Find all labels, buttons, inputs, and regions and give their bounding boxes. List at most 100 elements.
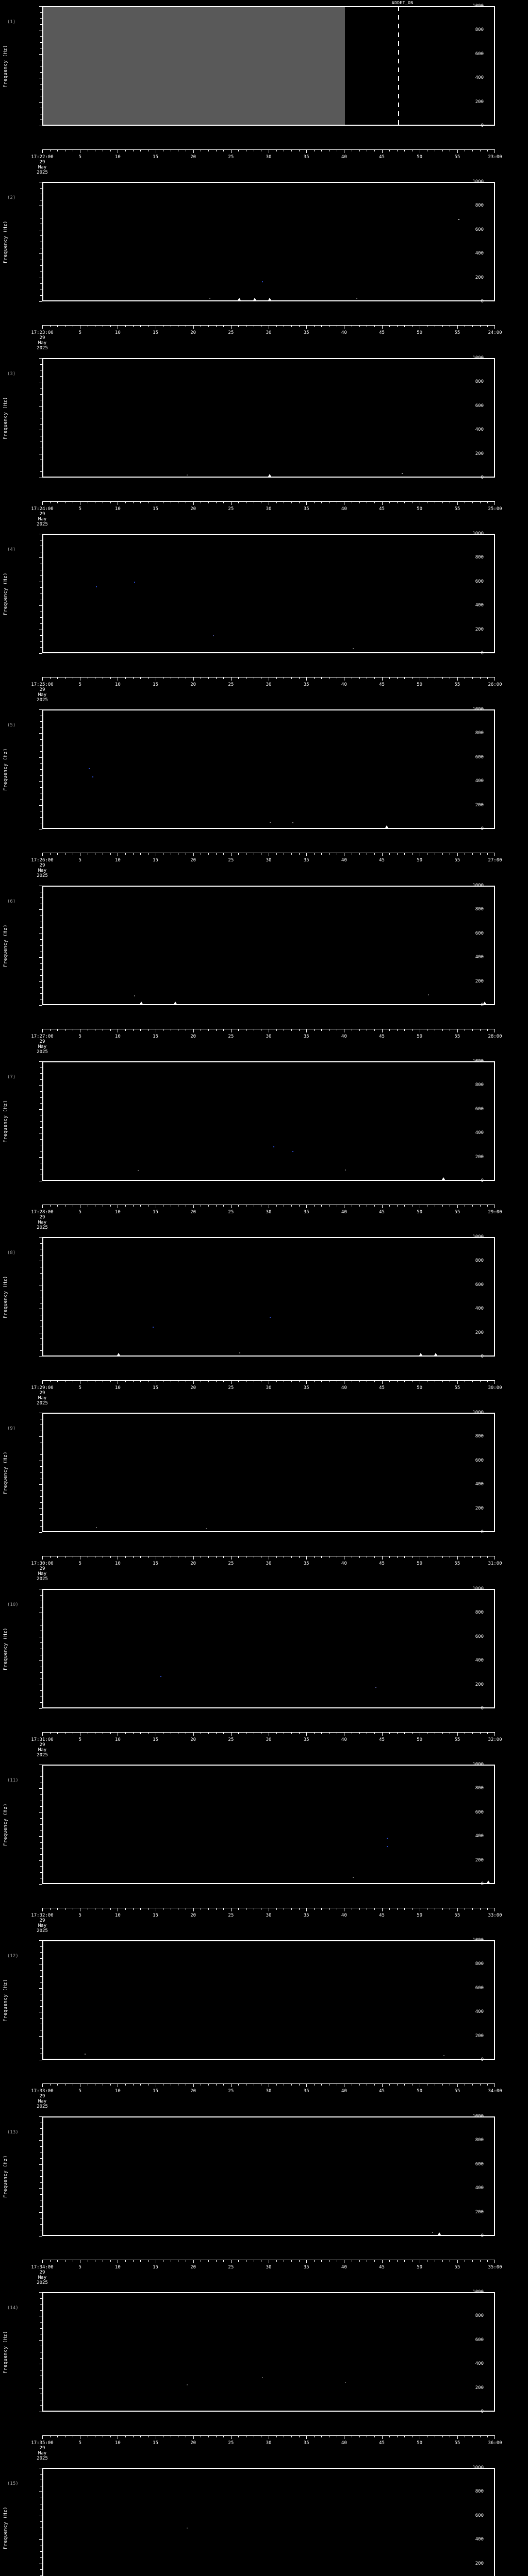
y-axis-label: 0: [481, 826, 484, 832]
y-axis-tick: [40, 2134, 42, 2135]
x-axis-label: 50: [417, 506, 423, 512]
x-axis-label: 25: [228, 2265, 234, 2270]
x-axis-tick: [359, 1380, 360, 1382]
x-axis-tick: [299, 1732, 300, 1734]
plot-frame-top: [42, 1061, 495, 1062]
x-axis-label: 20: [190, 2265, 196, 2270]
x-axis-tick: [397, 325, 398, 327]
y-axis-label: 400: [475, 2009, 484, 2015]
x-axis-date: 29 May 2025: [37, 1391, 48, 1406]
x-axis-tick: [50, 2435, 51, 2437]
y-axis-label: 200: [475, 2385, 484, 2391]
x-axis-tick: [314, 325, 315, 327]
y-axis-label: 400: [475, 778, 484, 784]
x-axis-label: 20: [190, 2441, 196, 2446]
plot-area[interactable]: [42, 1237, 495, 1357]
y-axis-title: Frequency (Hz): [3, 748, 8, 791]
y-axis-tick: [39, 805, 42, 806]
x-axis-tick: [359, 1908, 360, 1910]
panel-number: (13): [7, 2130, 19, 2135]
plot-area[interactable]: [42, 886, 495, 1005]
plot-frame-bottom: [42, 652, 495, 653]
x-axis-tick: [291, 853, 292, 855]
x-axis-label: 20: [190, 682, 196, 687]
x-axis-tick: [404, 1908, 405, 1910]
x-axis-start-label: 17:35:00: [31, 2441, 54, 2446]
plot-area[interactable]: [42, 1061, 495, 1181]
x-axis-tick: [299, 1556, 300, 1558]
x-axis-label: 10: [114, 1913, 121, 1918]
y-axis-tick: [40, 939, 42, 940]
plot-area[interactable]: [42, 2292, 495, 2412]
x-axis-label: 5: [78, 155, 81, 160]
plot-area[interactable]: [42, 534, 495, 653]
plot-frame-bottom: [42, 2059, 495, 2060]
x-axis-tick: [404, 853, 405, 855]
y-axis-tick: [39, 101, 42, 103]
x-axis-tick: [359, 325, 360, 327]
plot-area[interactable]: [42, 6, 495, 126]
plot-area[interactable]: [42, 2468, 495, 2576]
y-axis-tick: [40, 2473, 42, 2475]
y-axis-tick: [39, 2340, 42, 2341]
x-axis-tick: [389, 1732, 390, 1734]
plot-area[interactable]: [42, 358, 495, 478]
x-axis-tick: [374, 2260, 375, 2262]
x-axis-tick: [299, 2435, 300, 2437]
x-axis-tick: [374, 677, 375, 679]
plot-area[interactable]: [42, 1940, 495, 2060]
plot-area[interactable]: [42, 1589, 495, 1708]
x-axis-tick: [223, 677, 224, 679]
y-axis-tick: [40, 2310, 42, 2311]
y-axis-tick: [40, 1970, 42, 1971]
detection-marker: [253, 298, 256, 300]
x-axis-label: 25: [228, 1561, 234, 1566]
plot-frame-top: [42, 534, 495, 535]
x-axis-label: 35: [303, 1737, 309, 1742]
y-axis-tick: [39, 2292, 42, 2293]
detection-point: [187, 474, 188, 476]
plot-area[interactable]: [42, 2116, 495, 2236]
y-axis-title: Frequency (Hz): [3, 1451, 8, 1494]
x-axis-label: 10: [114, 330, 121, 335]
x-axis-tick: [442, 501, 443, 503]
x-axis-tick: [374, 325, 375, 327]
plot-area[interactable]: [42, 709, 495, 829]
y-axis-label: 1000: [472, 1762, 484, 1767]
y-axis-label: 800: [475, 555, 484, 561]
y-axis-label: 0: [481, 299, 484, 304]
plot-area[interactable]: [42, 1413, 495, 1532]
x-axis-tick: [472, 1732, 473, 1734]
x-axis-tick: [133, 2260, 134, 2262]
x-axis-tick: [238, 1205, 239, 1207]
plot-area[interactable]: [42, 182, 495, 301]
y-axis-tick: [39, 1788, 42, 1789]
x-axis-tick: [487, 853, 488, 855]
y-axis-tick: [40, 2176, 42, 2177]
plot-area[interactable]: [42, 1765, 495, 1884]
y-axis-label: 1000: [472, 1586, 484, 1591]
y-axis-tick: [40, 1073, 42, 1074]
x-axis-label: 10: [114, 1561, 121, 1566]
x-axis-tick: [494, 1556, 495, 1560]
x-axis-tick: [487, 2435, 488, 2437]
x-axis-tick: [487, 1908, 488, 1910]
x-axis-tick: [487, 1556, 488, 1558]
x-axis-tick: [238, 1732, 239, 1734]
plot-frame-bottom: [42, 1883, 495, 1884]
y-axis-tick: [40, 2322, 42, 2323]
y-axis-label: 200: [475, 2561, 484, 2566]
plot-frame-top: [42, 182, 495, 183]
panel-number: (6): [7, 899, 16, 904]
y-axis-label: 600: [475, 1458, 484, 1463]
x-axis-label: 35: [303, 1913, 309, 1918]
x-axis-tick: [457, 1380, 458, 1384]
x-axis-label: 45: [379, 858, 385, 863]
y-axis-tick: [40, 2170, 42, 2171]
x-axis-tick: [299, 1380, 300, 1382]
x-axis-tick: [125, 1556, 126, 1558]
x-axis-tick: [125, 325, 126, 327]
y-axis-tick: [39, 54, 42, 55]
x-axis-label: 35: [303, 155, 309, 160]
x-axis-tick: [457, 1205, 458, 1208]
